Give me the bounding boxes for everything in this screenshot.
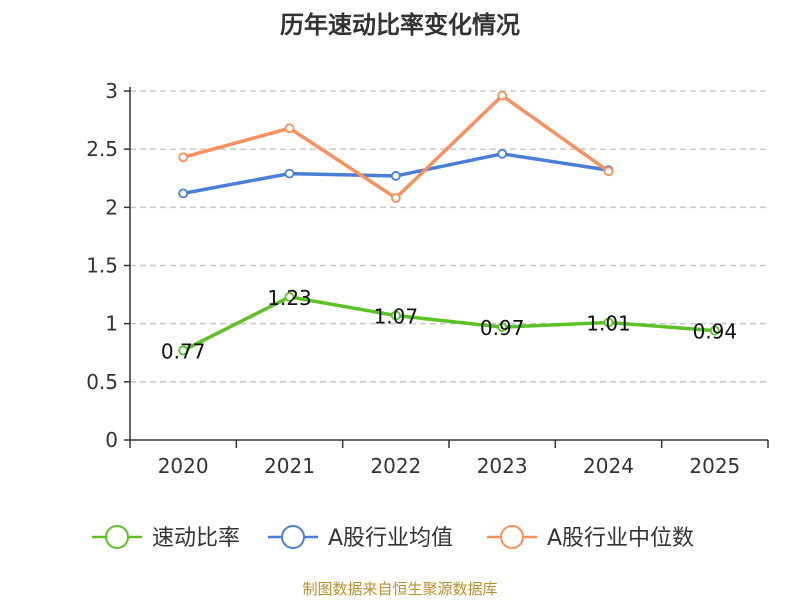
y-tick-label: 0 [105,428,118,452]
x-tick-label: 2024 [583,454,634,478]
data-label: 1.23 [267,286,312,310]
y-tick-label: 1 [105,312,118,336]
data-point[interactable] [178,188,189,199]
series-line-0 [182,295,715,352]
data-label: 1.01 [586,312,631,336]
legend-item-2[interactable]: A股行业中位数 [487,525,694,551]
data-point[interactable] [603,317,614,328]
legend-label: A股行业均值 [328,526,453,551]
x-tick-label: 2025 [689,454,740,478]
legend-label: 速动比率 [152,526,240,551]
x-tick-label: 2022 [370,454,421,478]
data-point[interactable] [709,325,720,336]
data-label: 0.94 [693,320,738,344]
y-tick-label: 2.5 [86,137,118,161]
data-label: 0.77 [161,339,206,363]
data-label: 1.07 [374,305,419,329]
data-labels: 0.77 1.23 1.07 0.97 1.01 0.94 [161,286,737,364]
chart-title: 历年速动比率变化情况 [280,11,520,39]
series-group [178,90,720,356]
data-point[interactable] [284,168,295,179]
data-point[interactable] [284,123,295,134]
data-point[interactable] [497,90,508,101]
legend[interactable]: 速动比率 A股行业均值 A股行业中位数 [92,525,694,551]
y-tick-label: 2 [105,195,118,219]
data-point[interactable] [390,171,401,181]
y-tick-label: 1.5 [86,254,118,278]
x-tick-label: 2021 [264,454,315,478]
legend-marker [500,525,524,549]
y-tick-label: 3 [105,79,118,103]
x-tick-label: 2020 [158,454,209,478]
data-point[interactable] [390,310,401,321]
axes: 0 0.5 1 1.5 2 2.5 3 2020 2021 2022 2023 2024 2025 [86,79,769,478]
legend-item-0[interactable]: 速动比率 [92,525,240,551]
data-point[interactable] [603,166,614,177]
data-point[interactable] [284,292,295,302]
data-point[interactable] [178,152,189,163]
x-tick-label: 2023 [477,454,528,478]
legend-marker [105,525,129,549]
source-note: 制图数据来自恒生聚源数据库 [302,580,497,598]
data-point[interactable] [390,193,401,203]
legend-item-1[interactable]: A股行业均值 [268,525,453,551]
data-point[interactable] [497,148,508,159]
legend-label: A股行业中位数 [547,526,694,551]
grid-lines [130,90,768,383]
y-tick-label: 0.5 [86,370,118,394]
data-point[interactable] [178,345,189,356]
legend-marker [281,525,305,549]
data-label: 0.97 [480,316,525,340]
data-point[interactable] [497,322,508,333]
